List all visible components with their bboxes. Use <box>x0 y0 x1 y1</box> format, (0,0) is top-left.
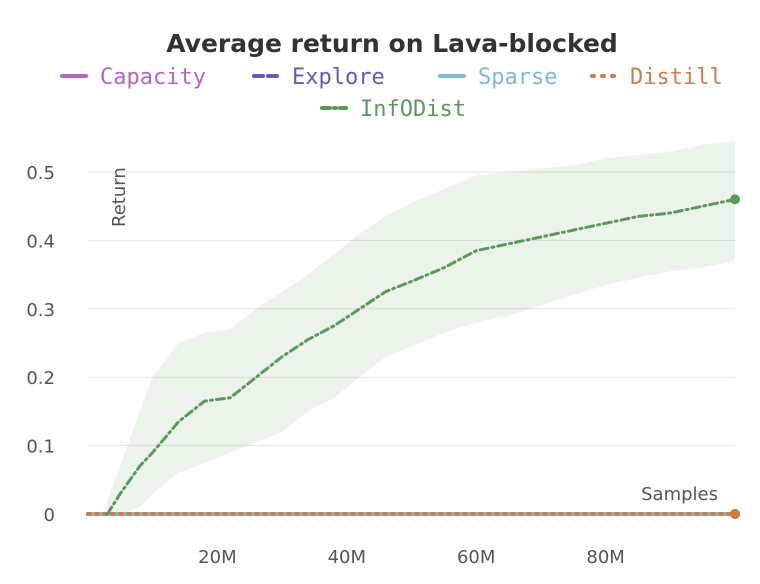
y-tick-label: 0.4 <box>26 231 55 252</box>
legend-item: Explore <box>252 65 385 90</box>
y-axis-label: Return <box>109 167 130 227</box>
series-endpoint <box>730 194 740 205</box>
y-tick-label: 0.5 <box>26 163 55 184</box>
y-axis-ticks: 0 0.1 0.2 0.3 0.4 0.5 <box>26 163 55 526</box>
legend-label: Capacity <box>100 65 206 90</box>
y-tick-label: 0.2 <box>26 368 55 389</box>
legend-label: Sparse <box>478 65 557 90</box>
x-axis-ticks: 20M 40M 60M 80M <box>198 547 625 568</box>
legend-item: Capacity <box>60 65 206 90</box>
legend-label: InfODist <box>360 97 466 122</box>
legend-item: InfODist <box>320 97 466 122</box>
y-tick-label: 0.3 <box>26 300 55 321</box>
legend: Capacity Explore Sparse Distill InfODist <box>60 65 723 122</box>
legend-label: Distill <box>630 65 723 90</box>
series-endpoint <box>730 509 740 519</box>
confidence-band <box>107 141 735 514</box>
y-tick-label: 0.1 <box>26 437 55 458</box>
plot-area <box>86 141 740 519</box>
x-tick-label: 20M <box>198 547 236 568</box>
x-tick-label: 60M <box>457 547 495 568</box>
y-tick-label: 0 <box>44 505 55 526</box>
chart-title: Average return on Lava-blocked <box>166 29 618 58</box>
x-tick-label: 40M <box>328 547 366 568</box>
legend-label: Explore <box>292 65 385 90</box>
legend-item: Distill <box>590 65 723 90</box>
grid <box>88 171 735 447</box>
x-tick-label: 80M <box>586 547 624 568</box>
x-axis-label: Samples <box>641 484 718 505</box>
legend-item: Sparse <box>438 65 557 90</box>
series-line <box>105 197 737 516</box>
